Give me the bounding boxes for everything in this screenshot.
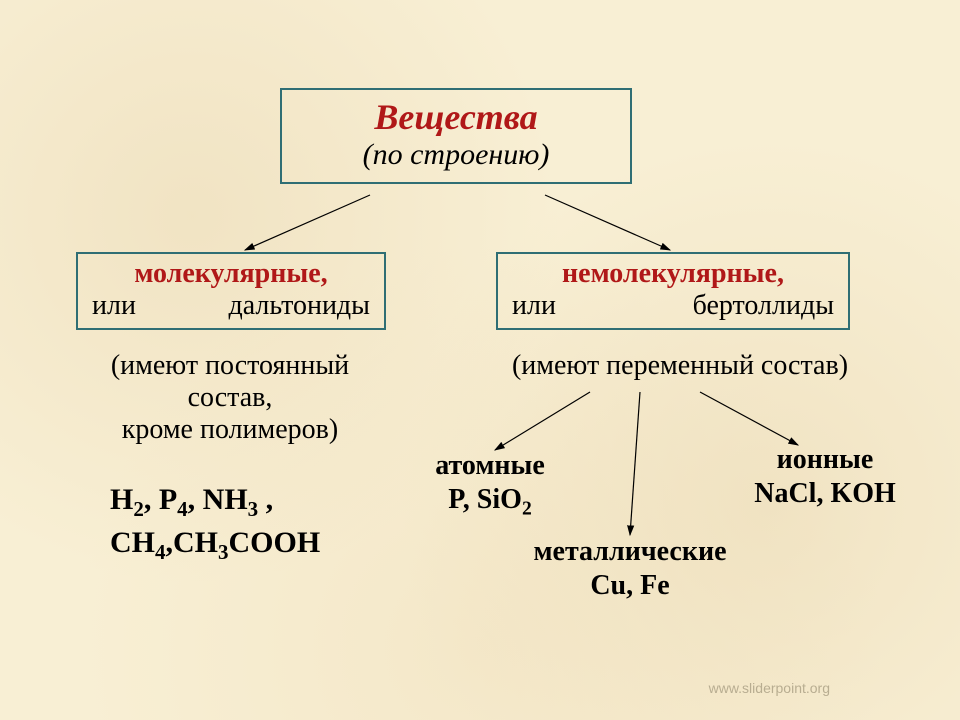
leaf-metallic: металлические Cu, Fe: [500, 536, 760, 602]
nonmolecular-note: (имеют переменный состав): [450, 350, 910, 382]
molecular-note-l2: состав,: [60, 382, 400, 414]
nonmolecular-sub-right: бертоллиды: [693, 290, 834, 322]
leaf-atomic: атомные P, SiO2: [405, 450, 575, 521]
molecular-subline: или дальтониды: [88, 290, 374, 322]
molecular-note: (имеют постоянный состав, кроме полимеро…: [60, 350, 400, 446]
leaf-metallic-title: металлические: [500, 536, 760, 568]
molecular-note-l1: (имеют постоянный: [60, 350, 400, 382]
leaf-ionic-title: ионные: [710, 444, 940, 476]
molecular-box: молекулярные, или дальтониды: [76, 252, 386, 330]
root-subtitle: (по строению): [292, 138, 620, 172]
nonmolecular-box: немолекулярные, или бертоллиды: [496, 252, 850, 330]
nonmolecular-title: немолекулярные,: [508, 258, 838, 290]
nonmolecular-sub-left: или: [512, 290, 556, 322]
molecular-sub-left: или: [92, 290, 136, 322]
molecular-note-l3: кроме полимеров): [60, 414, 400, 446]
leaf-ionic: ионные NaCl, KOH: [710, 444, 940, 510]
root-box: Вещества (по строению): [280, 88, 632, 184]
nonmolecular-subline: или бертоллиды: [508, 290, 838, 322]
root-title: Вещества: [292, 96, 620, 138]
molecular-ex-l2: CH4,CH3COOH: [110, 523, 420, 566]
molecular-ex-l1: H2, P4, NH3 ,: [110, 480, 420, 523]
footer-url: www.sliderpoint.org: [709, 680, 830, 696]
molecular-title: молекулярные,: [88, 258, 374, 290]
molecular-examples: H2, P4, NH3 , CH4,CH3COOH: [110, 480, 420, 567]
leaf-atomic-ex: P, SiO2: [405, 484, 575, 521]
leaf-ionic-ex: NaCl, KOH: [710, 478, 940, 510]
molecular-sub-right: дальтониды: [229, 290, 371, 322]
leaf-atomic-title: атомные: [405, 450, 575, 482]
leaf-metallic-ex: Cu, Fe: [500, 570, 760, 602]
